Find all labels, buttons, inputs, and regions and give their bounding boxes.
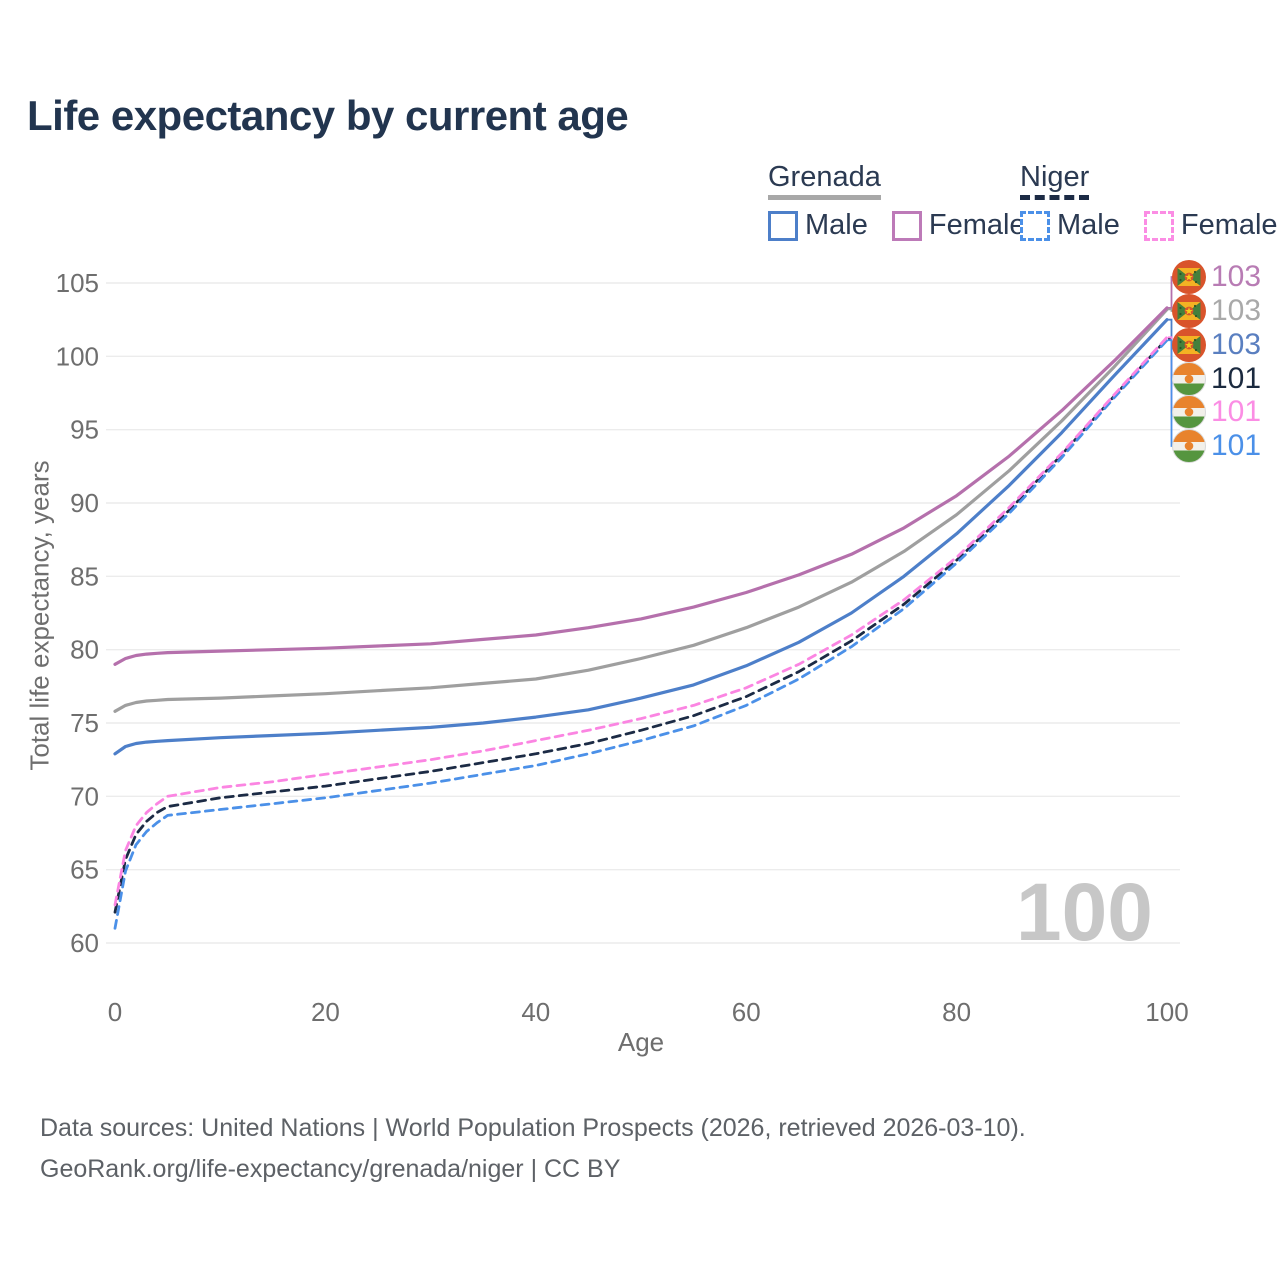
age-counter-watermark: 100 [1016,867,1153,958]
y-tick-label: 95 [70,415,99,445]
niger-flag-icon [1172,395,1206,429]
series-line-niger [113,337,1169,914]
y-tick-label: 65 [70,855,99,885]
niger-flag-icon [1172,362,1206,396]
data-source-footer: Data sources: United Nations | World Pop… [40,1108,1026,1189]
grenada-flag-icon: ★ [1172,294,1206,328]
legend-item-niger-male[interactable]: Male [1020,209,1120,242]
grenada-female-swatch-icon [891,210,922,241]
svg-text:★: ★ [1185,341,1194,352]
legend-group-niger: Niger Male Female [1020,161,1278,242]
end-label-value: 101 [1211,429,1262,462]
end-label-value: 103 [1211,294,1262,327]
x-tick-label: 80 [942,997,971,1027]
legend-item-label: Female [928,209,1026,241]
series-line-niger-female [113,335,1169,907]
end-label-value: 101 [1211,395,1262,428]
y-tick-label: 75 [70,708,99,738]
legend-group-grenada: Grenada Male Female [768,161,1026,242]
svg-text:★: ★ [1185,307,1194,318]
legend-item-grenada-female[interactable]: Female [891,209,1026,242]
svg-text:★: ★ [1185,273,1194,284]
end-label-value: 103 [1211,260,1262,293]
y-tick-label: 105 [56,268,99,298]
niger-male-swatch-icon [1020,210,1050,241]
legend-grenada-items: Male Female [768,209,1026,242]
y-tick-label: 85 [70,561,99,591]
legend-item-label: Male [805,209,868,241]
y-tick-label: 60 [70,928,99,958]
end-label-row: 101 [1172,361,1261,397]
y-tick-label: 70 [70,781,99,811]
x-tick-label: 0 [108,997,122,1027]
legend-niger-items: Male Female [1020,209,1278,242]
y-tick-label: 100 [56,341,99,371]
legend-item-label: Female [1180,209,1278,241]
y-tick-label: 90 [70,488,99,518]
data-source-line: Data sources: United Nations | World Pop… [40,1114,1026,1142]
series-line-grenada [113,307,1169,713]
x-tick-label: 20 [311,997,340,1027]
legend-item-grenada-male[interactable]: Male [768,209,868,242]
legend-item-niger-female[interactable]: Female [1143,209,1278,242]
x-axis-title: Age [617,1027,665,1057]
series-line-grenada-male [113,318,1169,756]
attribution-line: GeoRank.org/life-expectancy/grenada/nige… [40,1154,621,1183]
legend-grenada-title[interactable]: Grenada [768,161,881,200]
legend-niger-title[interactable]: Niger [1020,161,1090,200]
end-label-value: 101 [1211,362,1262,395]
end-label-row: ★ 103 [1172,327,1261,363]
series-line-niger-male [113,338,1169,930]
x-tick-label: 100 [1145,997,1188,1027]
x-tick-label: 60 [732,997,761,1027]
x-tick-label: 40 [521,997,550,1027]
niger-flag-icon [1172,429,1206,463]
end-label-row: ★ 103 [1172,293,1261,329]
chart-title: Life expectancy by current age [27,92,629,139]
series-line-grenada-female [113,306,1169,666]
end-label-value: 103 [1211,328,1262,361]
legend-item-label: Male [1057,209,1120,241]
grenada-male-swatch-icon [768,210,798,241]
end-label-row: ★ 103 [1172,259,1261,295]
grenada-flag-icon: ★ [1172,328,1206,362]
y-tick-label: 80 [70,635,99,665]
niger-female-swatch-icon [1143,210,1174,241]
grenada-flag-icon: ★ [1172,260,1206,294]
end-label-row: 101 [1172,394,1261,430]
end-label-row: 101 [1172,428,1261,464]
